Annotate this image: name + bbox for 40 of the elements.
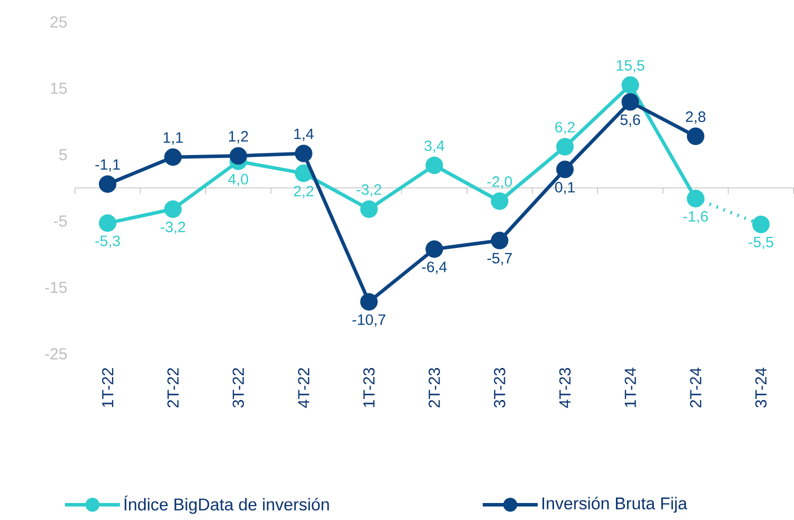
data-label: -5,7 [487, 253, 512, 266]
x-tick-label: 3T-23 [494, 368, 506, 408]
x-tick-label: 2T-22 [167, 368, 179, 408]
data-label: 4,0 [228, 174, 248, 186]
data-label: -1,1 [95, 159, 120, 172]
legend-label: Inversión Bruta Fija [542, 496, 688, 513]
data-label: 3,4 [424, 140, 444, 153]
x-tick-label: 2T-24 [690, 368, 702, 408]
data-label: 5,6 [620, 114, 640, 127]
data-label: 1,4 [294, 128, 314, 142]
x-tick-label: 2T-23 [428, 368, 440, 408]
y-tick-label: -5 [54, 216, 67, 227]
data-label: 6,2 [555, 122, 575, 134]
x-tick-label: 4T-22 [298, 368, 310, 408]
data-label: -5,5 [748, 237, 774, 250]
x-tick-label: 1T-23 [363, 368, 375, 408]
data-label: -6,4 [422, 262, 447, 274]
data-label: -5,3 [95, 236, 120, 248]
data-label: -3,2 [160, 222, 186, 234]
y-tick-label: -25 [45, 348, 67, 360]
data-label: 2,2 [294, 186, 314, 198]
x-tick-label: 3T-24 [755, 368, 767, 408]
y-tick-label: 25 [50, 16, 67, 28]
y-tick-label: -15 [45, 282, 67, 294]
x-tick-label: 4T-23 [559, 368, 571, 408]
x-tick-label: 3T-22 [232, 368, 244, 408]
data-label: 1,1 [164, 132, 183, 145]
data-label: 0,1 [555, 182, 575, 194]
data-label: -10,7 [352, 314, 386, 327]
data-label: -1,6 [683, 211, 708, 224]
y-tick-label: 15 [50, 82, 67, 94]
x-tick-label: 1T-22 [102, 368, 114, 408]
data-label: -3,2 [356, 184, 382, 197]
data-label: 15,5 [616, 60, 644, 73]
x-tick-label: 1T-24 [624, 368, 636, 408]
data-label: 2,8 [686, 112, 706, 124]
y-tick-label: 5 [59, 149, 67, 160]
legend-label: Índice BigData de inversión [124, 496, 329, 514]
data-label: 1,2 [229, 131, 248, 144]
data-label: -2,0 [487, 176, 512, 189]
